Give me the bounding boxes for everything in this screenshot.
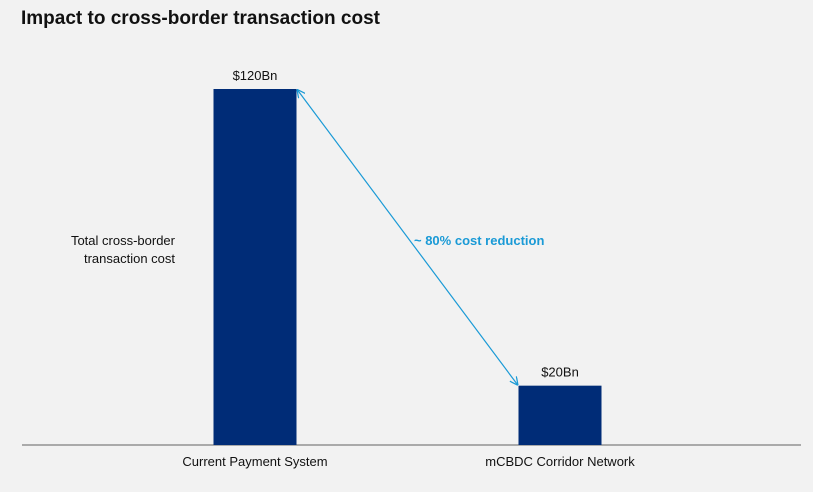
cost-reduction-annotation: ~ 80% cost reduction [414, 233, 544, 248]
bar-mcbdc-corridor-network [518, 385, 602, 445]
y-axis-label-line-1: Total cross-border [71, 233, 176, 248]
y-axis-label-line-2: transaction cost [84, 251, 175, 266]
bar-current-payment-system [213, 89, 297, 445]
cost-reduction-arrow [298, 90, 518, 385]
chart-title: Impact to cross-border transaction cost [21, 8, 380, 29]
value-label-current-payment-system: $120Bn [233, 68, 278, 83]
value-label-mcbdc-corridor-network: $20Bn [541, 365, 579, 380]
x-tick-label-current-payment-system: Current Payment System [182, 454, 327, 469]
x-tick-label-mcbdc-corridor-network: mCBDC Corridor Network [485, 454, 635, 469]
